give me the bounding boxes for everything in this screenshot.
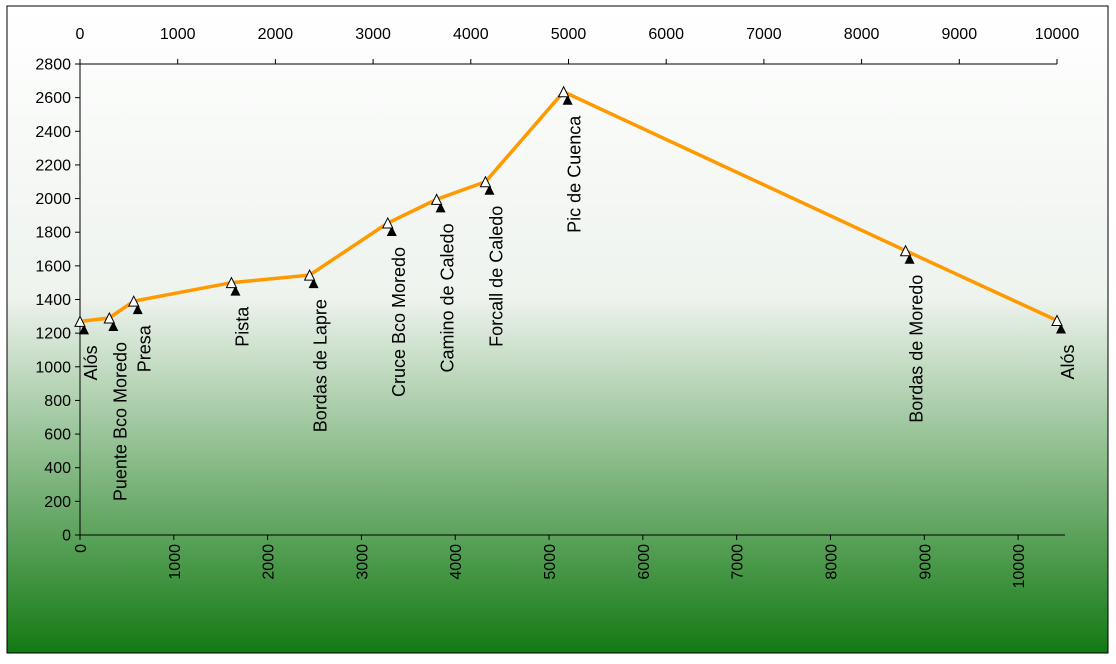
waypoint-label: Presa — [135, 324, 155, 372]
waypoint-label: Pic de Cuenca — [565, 115, 585, 233]
x-top-tick-label: 2000 — [258, 26, 294, 43]
waypoint-marker-peak — [899, 244, 912, 257]
waypoint-marker — [557, 85, 573, 105]
waypoint-label: Cruce Bco Moredo — [389, 247, 409, 397]
waypoint-marker-peak — [225, 276, 238, 289]
waypoint-marker — [1051, 314, 1066, 334]
waypoint-marker-shadow — [230, 285, 241, 296]
waypoint-marker-peak — [430, 193, 443, 205]
waypoint-marker — [381, 216, 397, 236]
waypoint-marker-shadow — [904, 253, 915, 264]
waypoint-marker-peak — [381, 216, 394, 229]
x-bottom-tick-label: 3000 — [354, 544, 371, 580]
x-top-tick-label: 10000 — [1035, 26, 1080, 43]
waypoint-label: Bordas de Lapre — [311, 299, 331, 432]
y-tick-label: 1600 — [35, 258, 71, 275]
waypoint-marker-peak — [479, 175, 492, 188]
x-bottom-tick-label: 0 — [73, 544, 90, 553]
x-top-tick-label: 5000 — [551, 26, 587, 43]
x-bottom-tick-label: 9000 — [917, 544, 934, 580]
waypoint-label: Puente Bco Moredo — [110, 342, 130, 501]
x-top-tick-label: 3000 — [355, 26, 391, 43]
y-tick-label: 1000 — [35, 359, 71, 376]
waypoint-marker-peak — [1051, 314, 1063, 327]
waypoint-label: Alós — [1058, 345, 1078, 380]
waypoint-marker-peak — [557, 85, 570, 98]
waypoint-marker — [103, 311, 119, 332]
waypoint-marker — [303, 268, 319, 289]
waypoint-label: Forcall de Caledo — [486, 206, 506, 347]
y-tick-label: 200 — [44, 494, 71, 511]
waypoint-marker-shadow — [435, 202, 446, 213]
waypoint-marker — [899, 244, 915, 264]
x-bottom-tick-label: 4000 — [448, 544, 465, 580]
x-top-tick-label: 4000 — [453, 26, 489, 43]
waypoint-label: Camino de Caledo — [438, 223, 458, 372]
x-bottom-tick-label: 7000 — [730, 544, 747, 580]
waypoint-marker-peak — [127, 295, 140, 307]
waypoint-label: Alós — [81, 345, 101, 380]
y-tick-label: 1400 — [35, 292, 71, 309]
y-tick-label: 400 — [44, 460, 71, 477]
x-top-tick-label: 0 — [76, 26, 85, 43]
waypoint-marker-shadow — [562, 94, 573, 105]
waypoint-marker — [430, 193, 446, 213]
y-tick-label: 2400 — [35, 124, 71, 141]
waypoint-marker — [74, 315, 89, 335]
waypoint-label: Pista — [232, 306, 252, 347]
x-bottom-tick-label: 2000 — [261, 544, 278, 580]
waypoint-marker-shadow — [484, 184, 495, 195]
y-tick-label: 600 — [44, 427, 71, 444]
x-top-tick-label: 6000 — [648, 26, 684, 43]
x-bottom-tick-label: 10000 — [1011, 544, 1028, 589]
x-bottom-tick-label: 6000 — [636, 544, 653, 580]
y-tick-label: 2000 — [35, 191, 71, 208]
waypoint-marker-shadow — [132, 304, 143, 315]
waypoint-marker-peak — [103, 311, 116, 324]
waypoint-marker-shadow — [1056, 323, 1066, 334]
waypoint-marker-shadow — [386, 225, 397, 236]
x-top-tick-label: 9000 — [942, 26, 978, 43]
x-bottom-tick-label: 5000 — [542, 544, 559, 580]
x-top-tick-label: 7000 — [746, 26, 782, 43]
waypoint-marker — [127, 295, 143, 315]
x-bottom-tick-label: 1000 — [167, 544, 184, 580]
waypoint-marker-shadow — [108, 321, 119, 332]
waypoint-marker-shadow — [79, 324, 89, 335]
x-top-tick-label: 8000 — [844, 26, 880, 43]
y-tick-label: 1200 — [35, 326, 71, 343]
y-tick-label: 2200 — [35, 157, 71, 174]
x-bottom-tick-label: 8000 — [823, 544, 840, 580]
waypoint-marker-peak — [303, 268, 316, 281]
waypoint-marker-peak — [74, 315, 86, 327]
y-tick-label: 0 — [62, 528, 71, 545]
y-tick-label: 1800 — [35, 225, 71, 242]
waypoint-marker — [225, 276, 241, 296]
y-tick-label: 2800 — [35, 57, 71, 74]
waypoint-label: Bordas de Moredo — [907, 275, 927, 423]
chart-background — [6, 5, 1109, 654]
waypoint-marker — [479, 175, 495, 195]
y-tick-label: 800 — [44, 393, 71, 410]
x-top-tick-label: 1000 — [160, 26, 196, 43]
y-tick-label: 2600 — [35, 90, 71, 107]
waypoint-marker-shadow — [308, 278, 319, 289]
